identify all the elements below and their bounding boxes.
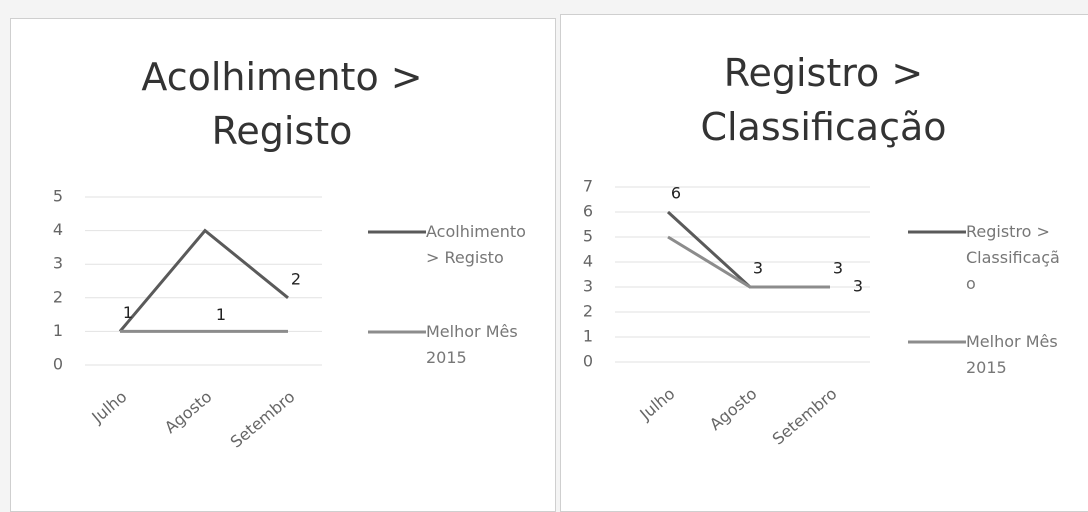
x-tick-label: Agosto: [706, 384, 761, 434]
legend-label: Melhor Mês 2015: [426, 322, 518, 367]
data-label: 3: [753, 259, 763, 278]
y-tick-label: 2: [583, 302, 593, 321]
y-tick-label: 6: [583, 202, 593, 221]
chart-panel: [560, 14, 1088, 512]
chart-title: Acolhimento > Registo: [141, 55, 423, 153]
legend-label: Melhor Mês 2015: [966, 332, 1058, 377]
y-tick-label: 5: [583, 227, 593, 246]
y-tick-label: 1: [583, 327, 593, 346]
y-tick-label: 3: [53, 254, 63, 273]
line: [118, 228, 289, 333]
x-tick-label: Julho: [635, 384, 678, 424]
data-label: 2: [291, 269, 301, 288]
data-label: 3: [853, 277, 863, 296]
data-label: 1: [216, 305, 226, 324]
legend-label: Acolhimento > Registo: [426, 222, 526, 267]
data-label: 6: [671, 184, 681, 203]
legend-label: Registro > Classificação: [966, 222, 1060, 293]
x-tick-label: Agosto: [161, 387, 216, 437]
x-tick-label: Setembro: [227, 387, 299, 452]
y-tick-label: 0: [53, 355, 63, 374]
y-tick-label: 0: [583, 352, 593, 371]
x-tick-label: Setembro: [769, 384, 841, 449]
y-tick-label: 3: [583, 277, 593, 296]
line: [666, 210, 830, 289]
y-tick-label: 5: [53, 187, 63, 206]
chart-title: Registro > Classificação: [700, 51, 947, 149]
chart-panel: [10, 18, 556, 512]
y-tick-label: 1: [53, 321, 63, 340]
data-label: 1: [123, 303, 133, 322]
y-tick-label: 4: [53, 220, 63, 239]
line: [667, 235, 830, 289]
y-tick-label: 7: [583, 177, 593, 196]
x-tick-label: Julho: [87, 387, 130, 427]
y-tick-label: 2: [53, 287, 63, 306]
data-label: 3: [833, 259, 843, 278]
y-tick-label: 4: [583, 252, 593, 271]
